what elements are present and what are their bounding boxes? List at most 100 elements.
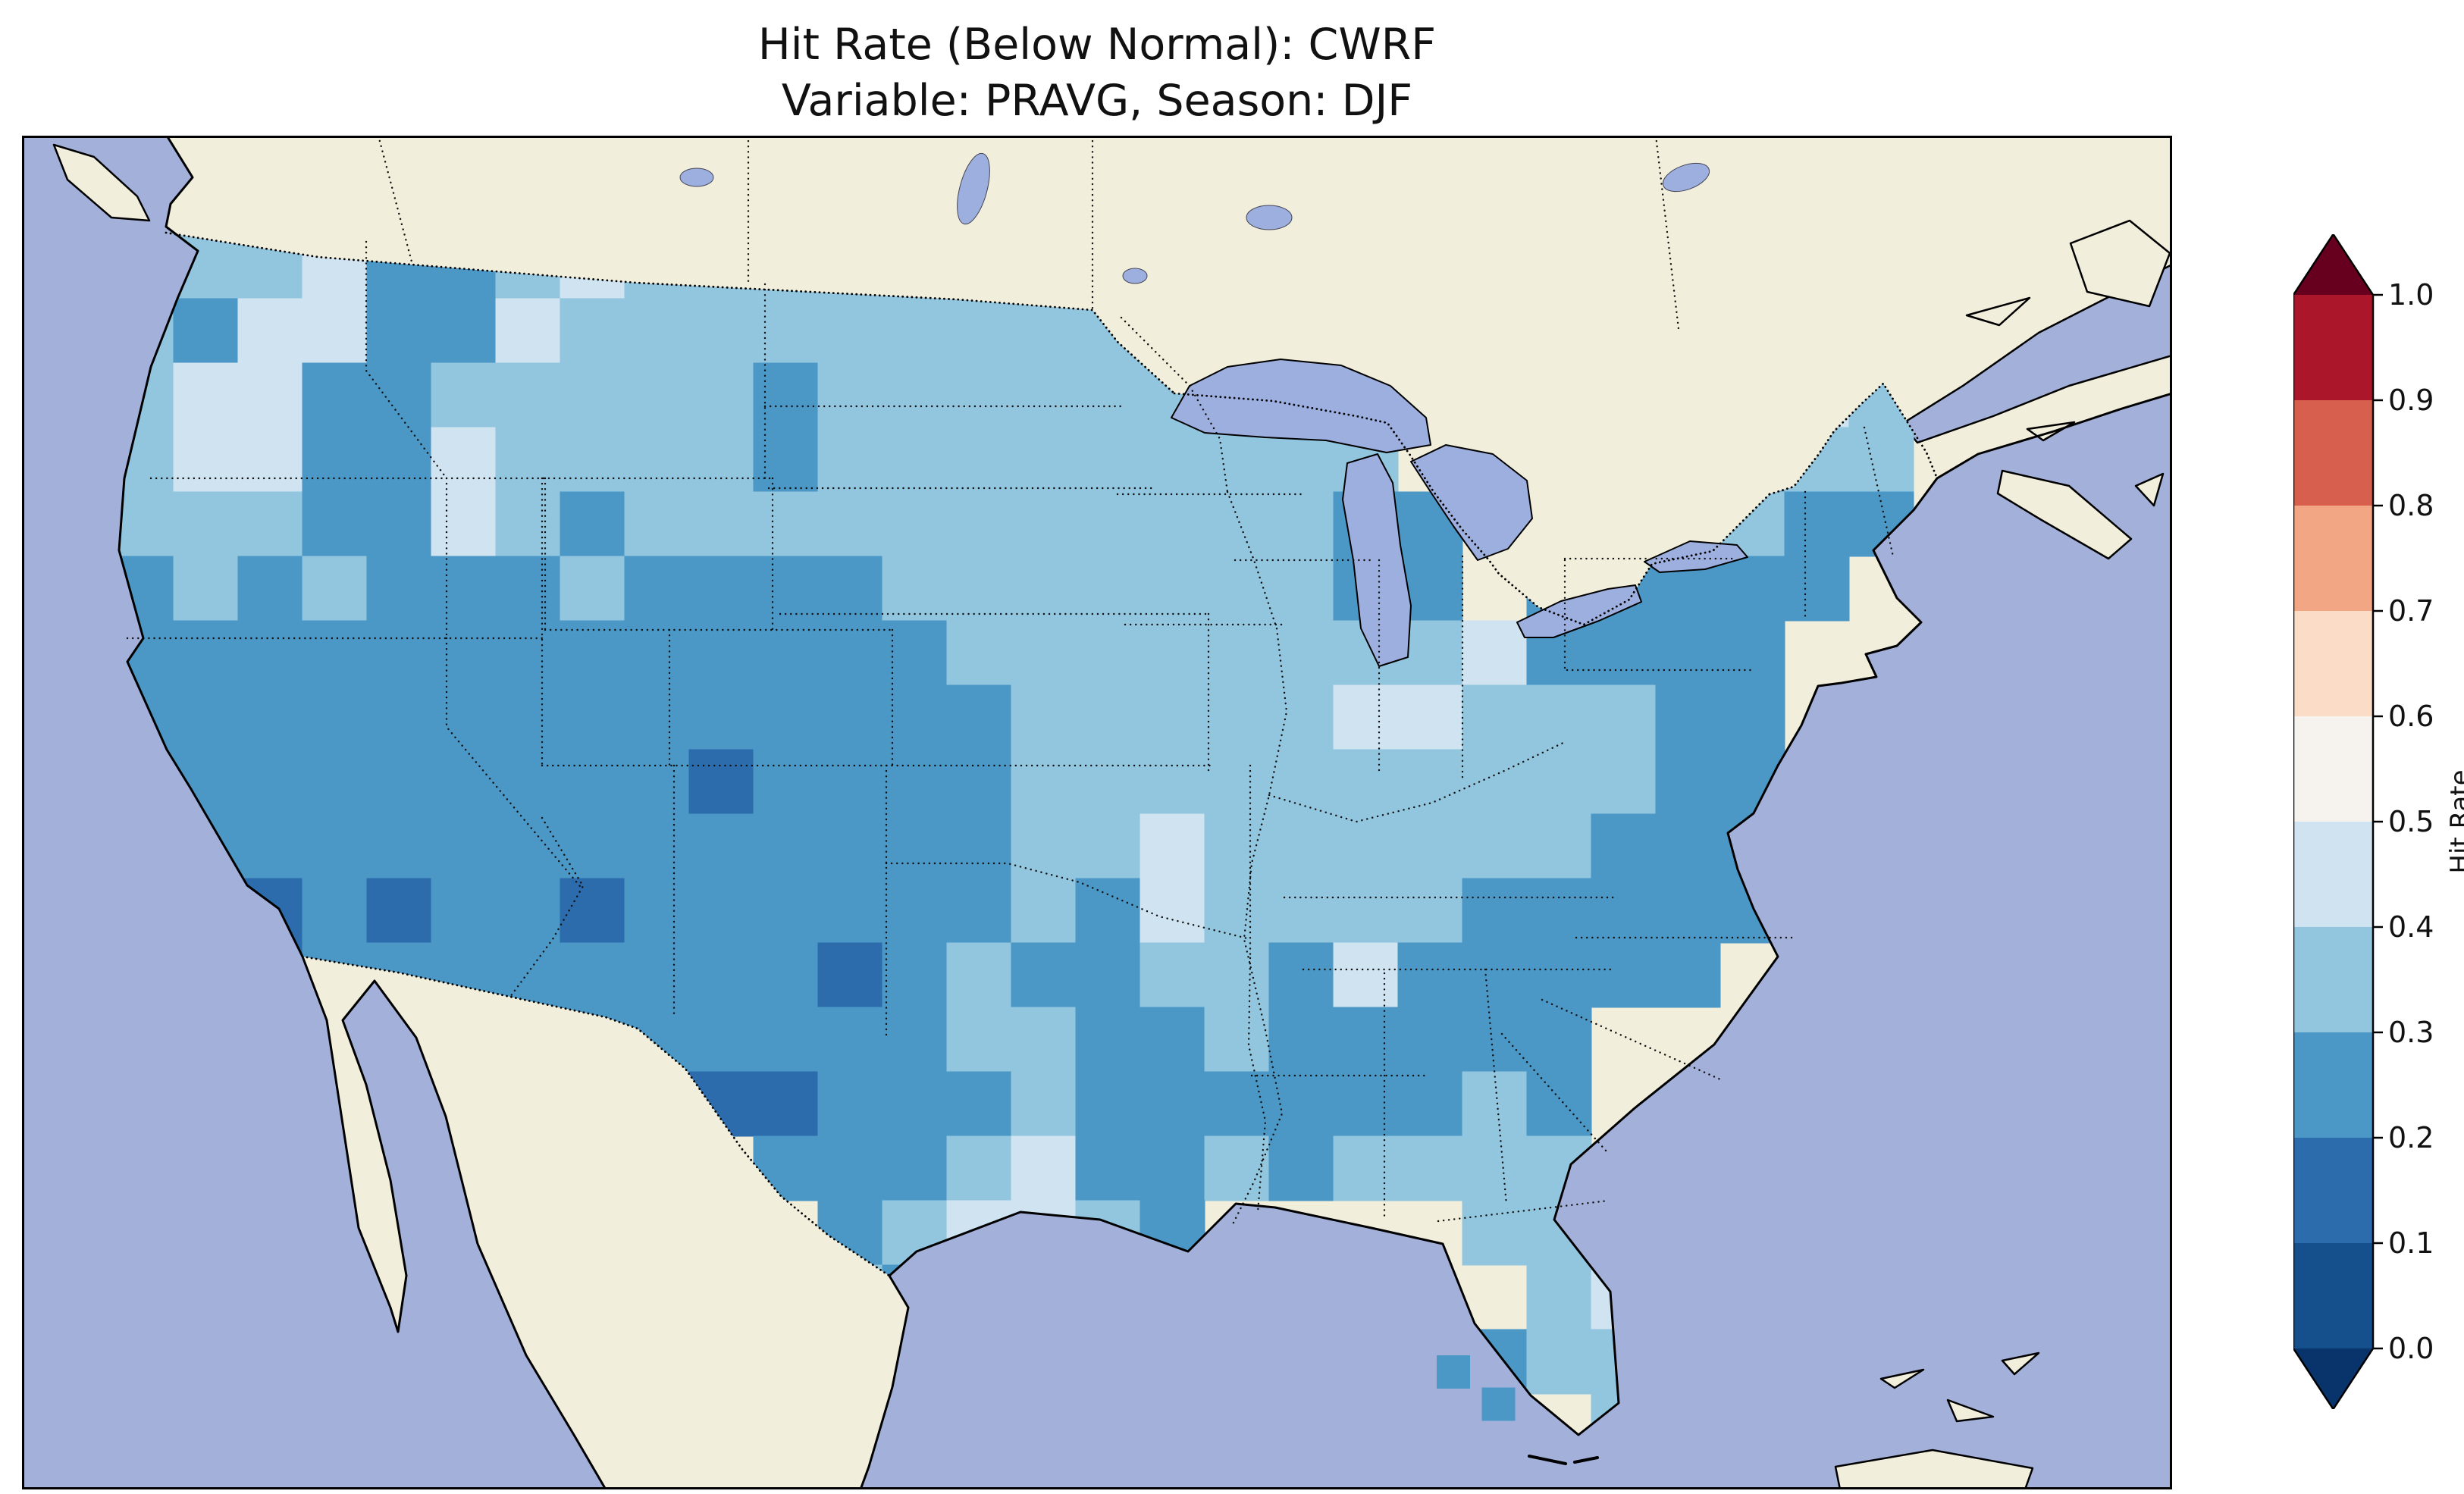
- island: [2069, 219, 2171, 308]
- hit-rate-cell: [817, 1071, 883, 1137]
- state-border: [1437, 1199, 1610, 1223]
- hit-rate-cell: [1784, 556, 1850, 622]
- hit-rate-cell: [688, 942, 754, 1008]
- hit-rate-cell: [1011, 427, 1077, 493]
- hit-rate-cell: [1462, 1071, 1528, 1137]
- hit-rate-cell: [882, 1135, 948, 1201]
- hit-rate-cell: [1397, 1071, 1463, 1137]
- hit-rate-cell: [1140, 684, 1205, 750]
- hit-rate-cell: [946, 1007, 1012, 1073]
- hit-rate-cell: [1011, 1071, 1077, 1137]
- hit-rate-cell: [1268, 878, 1334, 944]
- great-lakes: [1171, 359, 1748, 667]
- hit-rate-cell: [1526, 1264, 1592, 1330]
- hit-rate-cell: [946, 813, 1012, 879]
- conus-hit-rate-map: [22, 136, 2172, 1489]
- hit-rate-cell: [688, 620, 754, 686]
- hit-rate-cell: [1204, 1135, 1270, 1201]
- hit-rate-cell: [688, 878, 754, 944]
- hit-rate-cell: [431, 298, 497, 364]
- great-lake: [1342, 453, 1412, 667]
- hit-rate-cell: [1591, 942, 1657, 1008]
- hit-rate-cell: [817, 427, 883, 493]
- hit-rate-cell: [946, 298, 1012, 364]
- colorbar-tick-label: 0.2: [2388, 1121, 2434, 1154]
- hit-rate-cell: [688, 427, 754, 493]
- lake: [957, 152, 990, 225]
- hit-rate-cell: [1140, 1135, 1205, 1201]
- hit-rate-cell: [1526, 942, 1592, 1008]
- colorbar-tick-label: 0.4: [2388, 910, 2434, 944]
- hit-rate-cell: [753, 427, 819, 493]
- hit-rate-cell: [560, 427, 625, 493]
- hit-rate-cell: [1204, 1071, 1270, 1137]
- colorbar-segment: [2293, 822, 2373, 928]
- hit-rate-cell: [1268, 1071, 1334, 1137]
- hit-rate-cell: [1011, 620, 1077, 686]
- hit-rate-cell: [560, 813, 625, 879]
- hit-rate-cell: [817, 813, 883, 879]
- hit-rate-cell: [302, 427, 368, 493]
- international-borders: [165, 231, 1939, 1277]
- hit-rate-cell: [1268, 556, 1334, 622]
- hit-rate-cell: [1011, 491, 1077, 557]
- hit-rate-cell: [1462, 684, 1528, 750]
- colorbar-segment: [2293, 295, 2373, 401]
- hit-rate-cell: [1462, 1135, 1528, 1201]
- hit-rate-cell: [1462, 620, 1528, 686]
- figure-title-line2: Variable: PRAVG, Season: DJF: [781, 76, 1413, 126]
- hit-rate-cell: [1719, 556, 1785, 622]
- hit-rate-cell: [366, 813, 432, 879]
- hit-rate-cell: [688, 491, 754, 557]
- hit-rate-cell: [302, 298, 368, 364]
- hit-rate-cell: [624, 684, 690, 750]
- hit-rate-cell: [1268, 491, 1334, 557]
- hit-rate-cell: [753, 813, 819, 879]
- hit-rate-cell: [1204, 813, 1270, 879]
- hit-rate-cell: [882, 813, 948, 879]
- hit-rate-cell: [1591, 684, 1657, 750]
- hit-rate-cell: [1011, 749, 1077, 815]
- state-border: [1541, 998, 1722, 1081]
- hit-rate-cell: [1011, 1007, 1077, 1073]
- map-axes: [22, 136, 2172, 1489]
- hit-rate-cell: [1526, 684, 1592, 750]
- hit-rate-cell: [624, 427, 690, 493]
- hit-rate-cell: [1462, 813, 1528, 879]
- colorbar-tick-label: 0.0: [2388, 1332, 2434, 1365]
- hit-rate-cell: [1140, 491, 1205, 557]
- hit-rate-cell: [1075, 491, 1141, 557]
- hit-rate-cell: [1397, 942, 1463, 1008]
- hit-rate-cell: [560, 684, 625, 750]
- hit-rate-cell: [1204, 684, 1270, 750]
- hit-rate-cell: [688, 362, 754, 428]
- hit-rate-cell: [1268, 813, 1334, 879]
- hit-rate-cell: [688, 1007, 754, 1073]
- state-border: [1654, 136, 1680, 330]
- hit-rate-cell: [560, 491, 625, 557]
- hit-rate-cell: [624, 556, 690, 622]
- hit-rate-cell: [366, 427, 432, 493]
- colorbar: [2293, 234, 2383, 1409]
- hit-rate-cell: [1784, 491, 1850, 557]
- colorbar-tick-label: 0.1: [2388, 1226, 2434, 1260]
- hit-rate-cell: [1075, 1007, 1141, 1073]
- hit-rate-cell: [624, 491, 690, 557]
- hit-rate-cell: [1526, 1329, 1592, 1395]
- hit-rate-cell: [431, 684, 497, 750]
- hit-rate-cell: [946, 427, 1012, 493]
- island: [1996, 469, 2133, 560]
- state-border: [365, 240, 448, 480]
- hit-rate-cell: [1333, 878, 1399, 944]
- hit-rate-cell: [1333, 813, 1399, 879]
- colorbar-tick-label: 0.7: [2388, 594, 2434, 628]
- hit-rate-cell: [946, 942, 1012, 1008]
- hit-rate-cell: [753, 620, 819, 686]
- hit-rate-cell: [1655, 620, 1721, 686]
- hit-rate-cell: [753, 942, 819, 1008]
- colorbar-segment: [2293, 1032, 2373, 1139]
- hit-rate-cell: [302, 491, 368, 557]
- hit-rate-cell: [688, 556, 754, 622]
- colorbar-extend-over: [2293, 234, 2373, 295]
